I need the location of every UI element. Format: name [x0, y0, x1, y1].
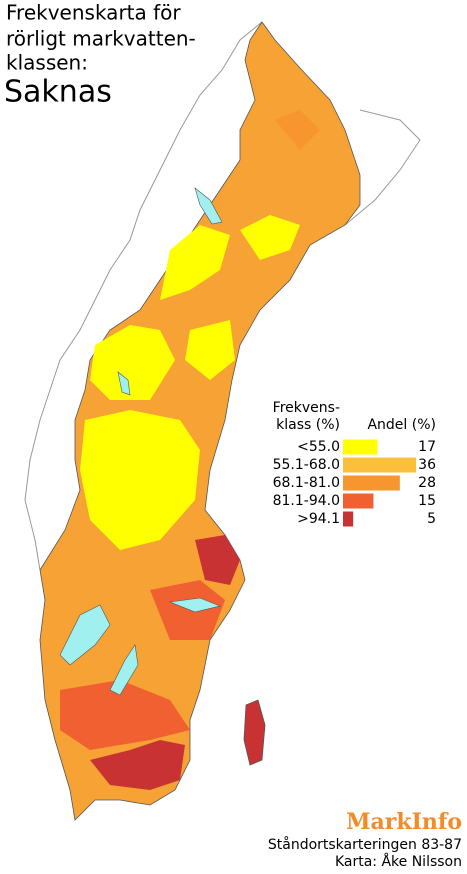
lake	[59, 604, 111, 666]
border-line	[24, 21, 263, 571]
title-line: Frekvenskarta för	[6, 1, 181, 25]
region	[195, 535, 240, 585]
legend-value: 28	[418, 475, 436, 491]
legend-value: 36	[418, 457, 436, 473]
region	[150, 580, 225, 640]
lake	[117, 371, 131, 396]
legend-bar	[343, 475, 400, 491]
region	[60, 680, 190, 750]
legend-value: 5	[427, 511, 436, 527]
legend-title: klass (%)	[276, 417, 340, 433]
region	[240, 215, 300, 260]
island	[243, 699, 266, 766]
credit: Karta: Åke Nilsson	[335, 853, 462, 870]
legend-label: >94.1	[297, 511, 340, 527]
legend-bar	[343, 493, 374, 509]
legend-value: 17	[418, 439, 436, 455]
legend-bar	[343, 439, 378, 455]
lake	[168, 597, 221, 613]
legend-share-title: Andel (%)	[367, 417, 436, 433]
region	[185, 320, 235, 380]
legend-value: 15	[418, 493, 436, 509]
legend: <55.0 17 55.1-68.0 36 68.1-81.0 28 81.1-94.0 15…	[273, 439, 436, 527]
title-line: rörligt markvatten-	[6, 27, 196, 51]
credit: Ståndortskarteringen 83-87	[268, 836, 462, 853]
region	[90, 325, 175, 400]
legend-title: Frekvens-	[273, 400, 340, 416]
border-line	[344, 109, 421, 226]
subtitle: Saknas	[4, 75, 112, 110]
legend-label: 55.1-68.0	[273, 457, 340, 473]
legend-label: 68.1-81.0	[273, 475, 340, 491]
region	[160, 225, 230, 300]
region	[275, 110, 320, 150]
lake	[109, 644, 139, 696]
legend-label: <55.0	[297, 439, 340, 455]
brand: MarkInfo	[346, 809, 462, 835]
legend-bar	[343, 511, 354, 527]
legend-label: 81.1-94.0	[273, 493, 340, 509]
title-line: klassen:	[6, 51, 88, 75]
region	[80, 410, 200, 550]
region	[90, 740, 185, 790]
lake	[194, 187, 223, 225]
legend-bar	[343, 457, 417, 473]
